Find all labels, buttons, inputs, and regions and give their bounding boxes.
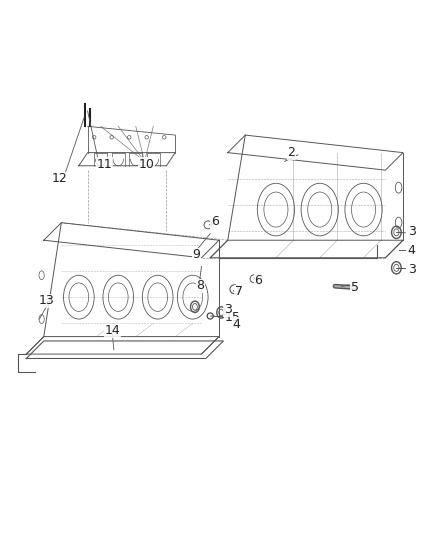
- Text: 9: 9: [192, 248, 200, 261]
- Text: 3: 3: [408, 263, 416, 276]
- Text: 15: 15: [225, 311, 241, 324]
- Text: 4: 4: [233, 318, 240, 331]
- Text: 2: 2: [287, 146, 295, 159]
- Text: 4: 4: [408, 244, 416, 257]
- Text: 11: 11: [96, 158, 112, 171]
- Text: 3: 3: [224, 303, 232, 316]
- Text: 6: 6: [211, 215, 219, 228]
- Text: 3: 3: [408, 225, 416, 238]
- Text: 6: 6: [254, 274, 262, 287]
- Text: 5: 5: [351, 280, 359, 294]
- Text: 7: 7: [235, 285, 243, 298]
- Text: 10: 10: [139, 158, 155, 171]
- Text: 14: 14: [105, 325, 120, 337]
- Text: 8: 8: [197, 279, 205, 292]
- Text: 13: 13: [39, 294, 55, 307]
- Text: 12: 12: [51, 172, 67, 185]
